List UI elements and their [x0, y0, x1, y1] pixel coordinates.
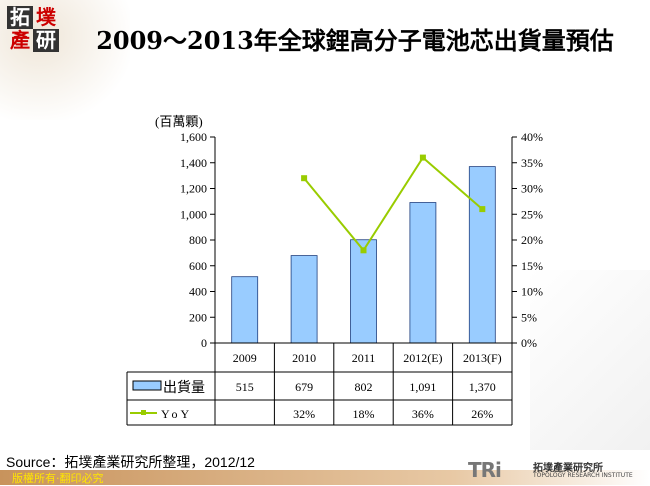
- x-tick-label: 2013(F): [463, 351, 502, 365]
- logo-char: 墣: [36, 5, 56, 29]
- bar: [468, 166, 496, 344]
- data-label: 36%: [412, 407, 434, 421]
- bar: [290, 255, 318, 344]
- y2-tick-label: 20%: [521, 233, 543, 247]
- y-tick-label: 800: [189, 233, 207, 247]
- y-tick-label: 0: [201, 336, 207, 350]
- x-tick-label: 2012(E): [403, 351, 442, 365]
- data-label: 26%: [471, 407, 493, 421]
- logo-char: 拓: [7, 6, 33, 29]
- y-tick-label: 600: [189, 259, 207, 273]
- bar: [350, 239, 377, 344]
- y-axis-label: (百萬顆): [155, 114, 203, 129]
- bar: [231, 276, 259, 344]
- y-tick-label: 1,200: [180, 182, 207, 196]
- data-label: 802: [355, 380, 373, 394]
- footer-bar: [0, 470, 650, 485]
- legend-bar-label: 出貨量: [163, 379, 205, 396]
- y-tick-label: 200: [189, 310, 207, 324]
- data-label: 1,370: [469, 380, 496, 394]
- yoy-line: [303, 156, 483, 252]
- y2-tick-label: 25%: [521, 207, 543, 221]
- source-note: Source：拓墣產業研究所整理，2012/12: [6, 454, 255, 470]
- watermark: [530, 270, 650, 450]
- legend-bar-swatch: [132, 380, 162, 391]
- yoy-marker: [479, 206, 486, 213]
- brand-logo: TRi: [468, 458, 502, 482]
- x-tick-label: 2010: [292, 351, 316, 365]
- data-label: 679: [295, 380, 313, 394]
- x-tick-label: 2009: [233, 351, 257, 365]
- y-tick-label: 400: [189, 285, 207, 299]
- x-tick-label: 2011: [352, 351, 376, 365]
- data-label: 18%: [353, 407, 375, 421]
- y2-tick-label: 5%: [521, 310, 537, 324]
- yoy-marker: [419, 154, 426, 161]
- y2-tick-label: 10%: [521, 285, 543, 299]
- page-title: 2009～2013年全球鋰高分子電池芯出貨量預估: [96, 26, 614, 55]
- y-tick-label: 1,400: [180, 156, 207, 170]
- y2-tick-label: 30%: [521, 182, 543, 196]
- legend-line-label: YoY: [161, 407, 192, 421]
- bar: [409, 202, 437, 344]
- brand-name: 拓墣產業研究所: [533, 463, 603, 474]
- logo-char: 產: [10, 28, 30, 52]
- y2-tick-label: 40%: [521, 130, 543, 144]
- y2-tick-label: 0%: [521, 336, 537, 350]
- yoy-marker: [360, 247, 367, 254]
- data-label: 1,091: [409, 380, 436, 394]
- yoy-marker: [301, 175, 308, 182]
- y2-tick-label: 15%: [521, 259, 543, 273]
- data-label: 32%: [293, 407, 315, 421]
- brand-subtitle: TOPOLOGY RESEARCH INSTITUTE: [533, 472, 633, 479]
- data-label: 515: [236, 380, 254, 394]
- legend-line-marker: [141, 410, 146, 415]
- copyright-text: 版權所有‧翻印必究: [12, 472, 104, 485]
- y-tick-label: 1,000: [180, 207, 207, 221]
- y2-tick-label: 35%: [521, 156, 543, 170]
- logo-char: 研: [33, 29, 59, 52]
- logo: 拓 墣 產 研: [7, 6, 59, 52]
- y-tick-label: 1,600: [180, 130, 207, 144]
